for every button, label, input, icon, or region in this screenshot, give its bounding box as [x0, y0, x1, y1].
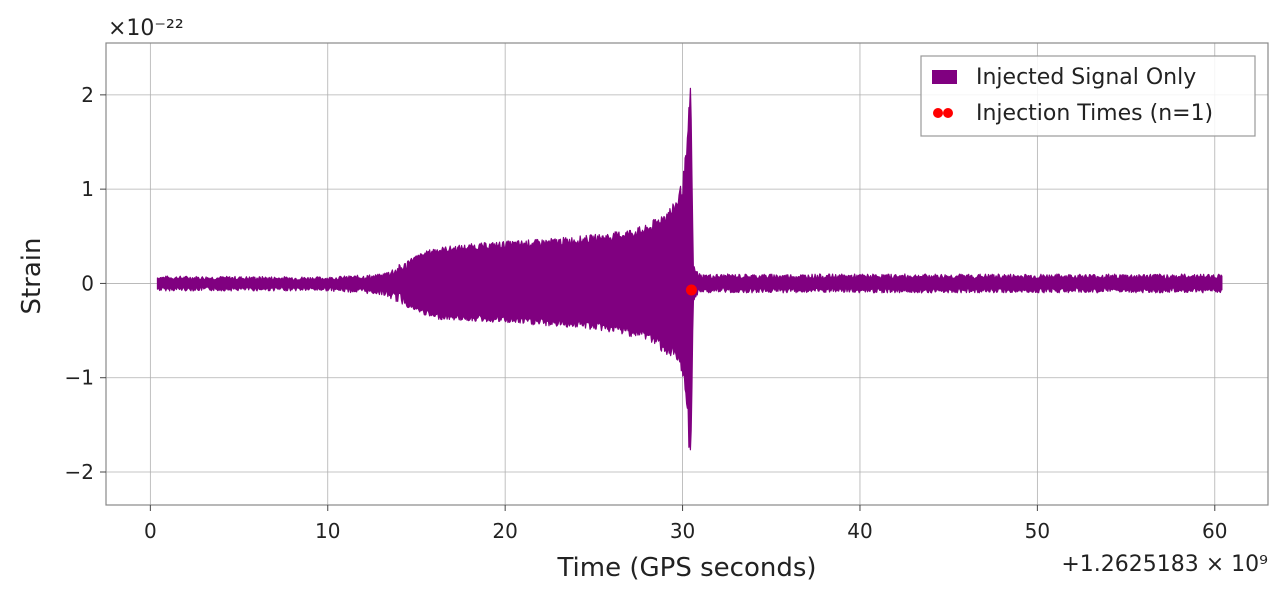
x-tick-label: 40	[847, 519, 872, 543]
y-axis-title: Strain	[17, 237, 47, 314]
x-tick-label: 60	[1202, 519, 1227, 543]
x-axis-title: Time (GPS seconds)	[556, 553, 816, 583]
legend-label-injection-times: Injection Times (n=1)	[976, 101, 1213, 126]
y-tick-label: −2	[65, 460, 94, 484]
y-scale-label: ×10⁻²²	[108, 16, 184, 41]
x-tick-label: 0	[144, 519, 157, 543]
axis-ticks: 0 10 20 30 40 50 60 −2 −1 0 1 2	[65, 83, 1228, 543]
y-tick-label: −1	[65, 366, 94, 390]
legend-label-injected-signal: Injected Signal Only	[976, 65, 1196, 90]
y-tick-label: 2	[81, 83, 94, 107]
legend-marker-injection-times	[943, 108, 953, 118]
legend: Injected Signal Only Injection Times (n=…	[920, 55, 1256, 137]
y-tick-label: 1	[81, 177, 94, 201]
legend-box	[920, 55, 1256, 137]
x-tick-label: 20	[492, 519, 517, 543]
legend-swatch-injected-signal	[932, 70, 957, 84]
injection-time-point	[685, 284, 697, 296]
x-tick-label: 10	[315, 519, 340, 543]
legend-marker-injection-times	[933, 108, 943, 118]
plot-frame	[105, 42, 1269, 506]
x-tick-label: 30	[670, 519, 695, 543]
plot-area	[156, 87, 1223, 451]
x-tick-label: 50	[1025, 519, 1050, 543]
x-offset-label: +1.2625183 × 10⁹	[1061, 552, 1268, 577]
series-injected-signal	[156, 87, 1223, 451]
y-tick-label: 0	[81, 271, 94, 295]
